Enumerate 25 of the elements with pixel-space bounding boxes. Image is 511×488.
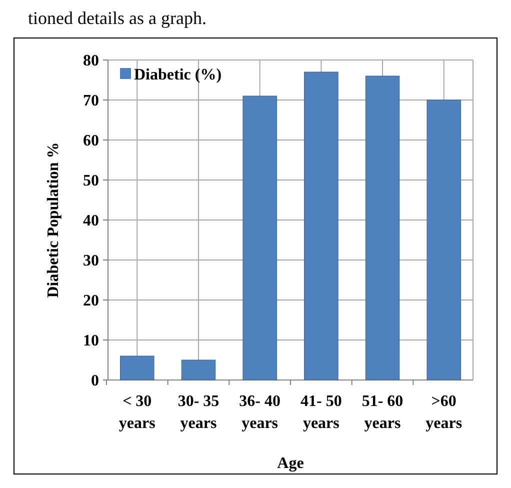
y-tick-label: 10 [83, 332, 99, 350]
y-tick-label: 40 [83, 212, 99, 230]
y-tick-label: 20 [83, 292, 99, 310]
bar [426, 100, 461, 380]
bar [304, 72, 338, 380]
x-tick-label: >60 years [426, 393, 462, 432]
y-tick-label: 70 [83, 92, 99, 110]
x-tick-label: 41- 50 years [300, 393, 342, 432]
y-tick-label: 60 [83, 132, 99, 150]
y-tick-label: 80 [83, 52, 99, 70]
bar [242, 96, 277, 380]
x-tick-label: 30- 35 years [178, 393, 220, 432]
x-axis-title: Age [277, 455, 304, 472]
x-tick-label: 51- 60 years [362, 393, 404, 432]
x-tick-label: < 30 years [118, 393, 156, 432]
text: tioned details as a graph. [28, 8, 206, 28]
y-tick-label: 30 [83, 252, 99, 270]
x-tick-label: 36- 40 years [239, 393, 280, 432]
bar [365, 76, 400, 380]
bar [181, 360, 216, 380]
bar [120, 356, 154, 380]
legend-label: Diabetic (%) [134, 66, 222, 84]
y-axis-title: Diabetic Population % [45, 142, 62, 298]
y-tick-label: 0 [91, 372, 99, 390]
y-tick-label: 50 [83, 172, 99, 190]
